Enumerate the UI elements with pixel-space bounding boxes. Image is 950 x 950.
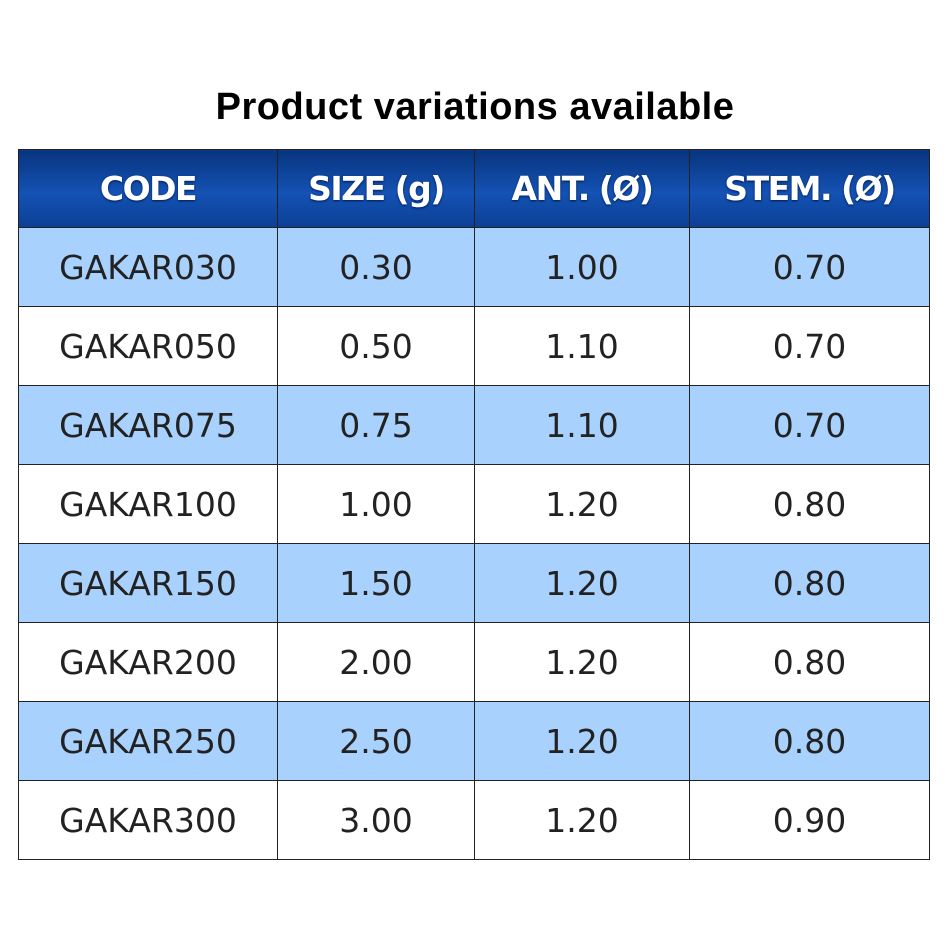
value-cell: 1.00 bbox=[277, 464, 475, 544]
value-cell: 0.30 bbox=[277, 227, 475, 307]
value-cell: 1.20 bbox=[474, 543, 690, 623]
code-cell: GAKAR250 bbox=[18, 701, 278, 781]
code-cell: GAKAR050 bbox=[18, 306, 278, 386]
table-row: GAKAR250 2.50 1.20 0.80 bbox=[18, 701, 930, 781]
value-cell: 0.80 bbox=[689, 543, 930, 623]
value-cell: 0.70 bbox=[689, 385, 930, 465]
table-row: GAKAR075 0.75 1.10 0.70 bbox=[18, 385, 930, 465]
code-cell: GAKAR030 bbox=[18, 227, 278, 307]
value-cell: 0.80 bbox=[689, 622, 930, 702]
code-cell: GAKAR300 bbox=[18, 780, 278, 860]
value-cell: 0.50 bbox=[277, 306, 475, 386]
header-cell: CODE bbox=[18, 149, 278, 228]
title: Product variations available bbox=[215, 86, 735, 128]
table-row: GAKAR030 0.30 1.00 0.70 bbox=[18, 227, 930, 307]
value-cell: 1.00 bbox=[474, 227, 690, 307]
value-cell: 2.50 bbox=[277, 701, 475, 781]
value-cell: 1.10 bbox=[474, 306, 690, 386]
value-cell: 3.00 bbox=[277, 780, 475, 860]
header-cell: STEM. (Ø) bbox=[689, 149, 930, 228]
table-row: GAKAR150 1.50 1.20 0.80 bbox=[18, 543, 930, 623]
table-body: GAKAR030 0.30 1.00 0.70 GAKAR050 0.50 1.10 0.70… bbox=[18, 227, 930, 860]
table-row: GAKAR100 1.00 1.20 0.80 bbox=[18, 464, 930, 544]
value-cell: 0.80 bbox=[689, 701, 930, 781]
value-cell: 0.80 bbox=[689, 464, 930, 544]
header-cell: SIZE (g) bbox=[277, 149, 475, 228]
code-cell: GAKAR075 bbox=[18, 385, 278, 465]
value-cell: 0.70 bbox=[689, 306, 930, 386]
value-cell: 1.20 bbox=[474, 622, 690, 702]
table-row: GAKAR200 2.00 1.20 0.80 bbox=[18, 622, 930, 702]
value-cell: 1.20 bbox=[474, 780, 690, 860]
value-cell: 0.90 bbox=[689, 780, 930, 860]
table-row: GAKAR300 3.00 1.20 0.90 bbox=[18, 780, 930, 860]
value-cell: 1.10 bbox=[474, 385, 690, 465]
code-cell: GAKAR100 bbox=[18, 464, 278, 544]
header-cell: ANT. (Ø) bbox=[474, 149, 690, 228]
code-cell: GAKAR200 bbox=[18, 622, 278, 702]
value-cell: 1.20 bbox=[474, 701, 690, 781]
variations-table: CODE SIZE (g) ANT. (Ø) STEM. (Ø) GAKAR030 0.… bbox=[18, 149, 930, 860]
value-cell: 1.50 bbox=[277, 543, 475, 623]
value-cell: 0.75 bbox=[277, 385, 475, 465]
value-cell: 0.70 bbox=[689, 227, 930, 307]
value-cell: 2.00 bbox=[277, 622, 475, 702]
code-cell: GAKAR150 bbox=[18, 543, 278, 623]
value-cell: 1.20 bbox=[474, 464, 690, 544]
header-row: CODE SIZE (g) ANT. (Ø) STEM. (Ø) bbox=[18, 149, 930, 228]
table-row: GAKAR050 0.50 1.10 0.70 bbox=[18, 306, 930, 386]
